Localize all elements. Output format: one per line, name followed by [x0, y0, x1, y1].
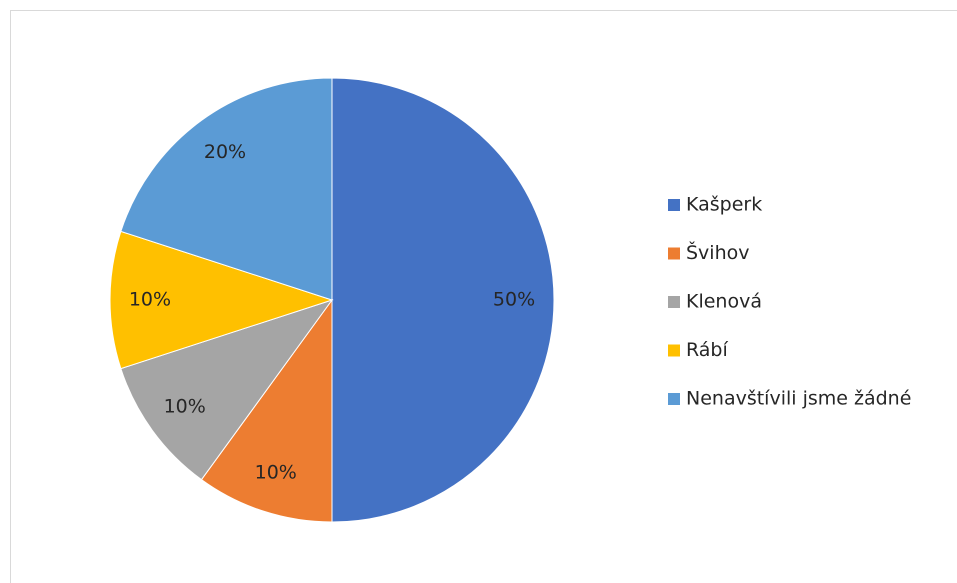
data-label: 20%: [204, 141, 246, 163]
pie-slice: [109, 230, 334, 370]
legend-label: Klenová: [686, 291, 762, 313]
chart-frame: [10, 10, 957, 583]
legend-label: Kašperk: [686, 194, 762, 216]
legend-label: Rábí: [686, 339, 728, 361]
legend-swatch: [668, 247, 680, 260]
data-label: 50%: [493, 289, 535, 311]
legend-swatch: [668, 296, 680, 308]
pie-slice: [200, 298, 333, 523]
pie-slice: [120, 299, 334, 481]
pie-slice: [120, 77, 333, 301]
data-label: 10%: [255, 462, 297, 484]
legend-label: Švihov: [686, 240, 750, 264]
legend-swatch: [668, 344, 680, 357]
legend-swatch: [668, 393, 680, 405]
legend-label: Nenavštívili jsme žádné: [686, 388, 911, 410]
data-label: 10%: [129, 289, 171, 311]
legend-swatch: [668, 199, 680, 211]
data-label: 10%: [164, 396, 206, 418]
pie-slice: [331, 77, 555, 523]
